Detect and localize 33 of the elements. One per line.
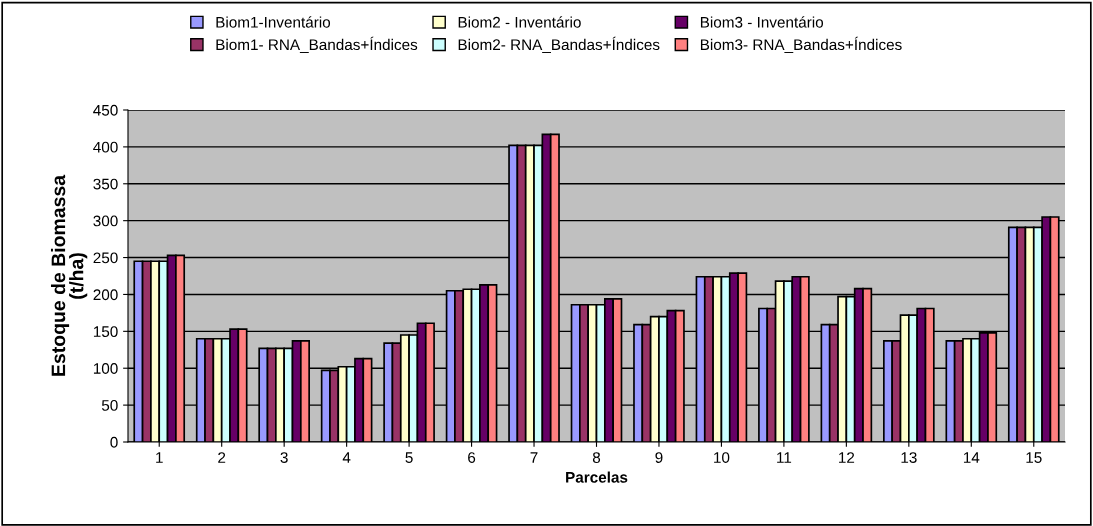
x-tick-label: 15 xyxy=(1026,452,1042,463)
x-tick-label: 6 xyxy=(468,452,476,463)
y-tick-label: 0 xyxy=(110,436,118,448)
x-axis-title: Parcelas xyxy=(566,471,628,483)
x-tick-label: 8 xyxy=(592,452,601,463)
y-tick-label: 350 xyxy=(93,178,118,190)
y-tick-label: 300 xyxy=(93,215,118,227)
legend-label: Biom1-Inventário xyxy=(216,16,331,28)
y-tick-label: 50 xyxy=(101,399,118,411)
y-axis-title: Estoque de Biomassa (t/ha) xyxy=(50,174,88,376)
y-tick-label: 400 xyxy=(93,141,118,153)
x-tick-label: 2 xyxy=(218,452,226,463)
legend-label: Biom3 - Inventário xyxy=(700,16,824,28)
x-tick-label: 13 xyxy=(901,452,917,463)
x-tick-label: 1 xyxy=(156,452,163,463)
legend-label: Biom3- RNA_Bandas+Índices xyxy=(700,36,902,53)
x-tick-label: 9 xyxy=(655,452,663,463)
x-tick-label: 4 xyxy=(342,452,351,463)
x-tick-label: 11 xyxy=(777,452,792,463)
x-tick-label: 5 xyxy=(405,452,413,463)
x-tick-label: 14 xyxy=(963,452,980,463)
y-tick-label: 450 xyxy=(93,104,118,116)
x-tick-label: 12 xyxy=(839,452,855,463)
y-tick-label: 200 xyxy=(93,289,118,301)
legend-label: Biom1- RNA_Bandas+Índices xyxy=(216,36,418,53)
legend-label: Biom2 - Inventário xyxy=(458,16,581,28)
y-tick-label: 250 xyxy=(93,252,118,264)
x-tick-label: 3 xyxy=(280,452,288,463)
y-tick-label: 150 xyxy=(93,326,118,338)
legend-label: Biom2- RNA_Bandas+Índices xyxy=(458,36,660,53)
y-tick-label: 100 xyxy=(93,363,118,374)
x-tick-label: 10 xyxy=(714,452,730,463)
x-tick-label: 7 xyxy=(530,452,538,463)
